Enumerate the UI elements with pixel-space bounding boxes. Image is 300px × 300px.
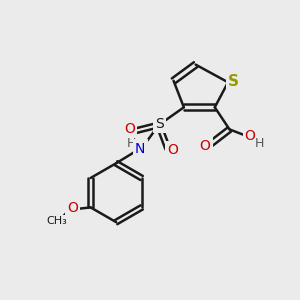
Text: S: S bbox=[228, 74, 239, 89]
Text: O: O bbox=[200, 139, 211, 153]
Text: CH₃: CH₃ bbox=[46, 216, 67, 226]
Text: O: O bbox=[167, 143, 178, 157]
Text: O: O bbox=[68, 201, 78, 215]
Text: S: S bbox=[155, 117, 164, 131]
Text: O: O bbox=[245, 129, 256, 143]
Text: H: H bbox=[127, 137, 136, 150]
Text: H: H bbox=[255, 137, 265, 150]
Text: N: N bbox=[135, 142, 146, 155]
Text: O: O bbox=[124, 122, 135, 136]
